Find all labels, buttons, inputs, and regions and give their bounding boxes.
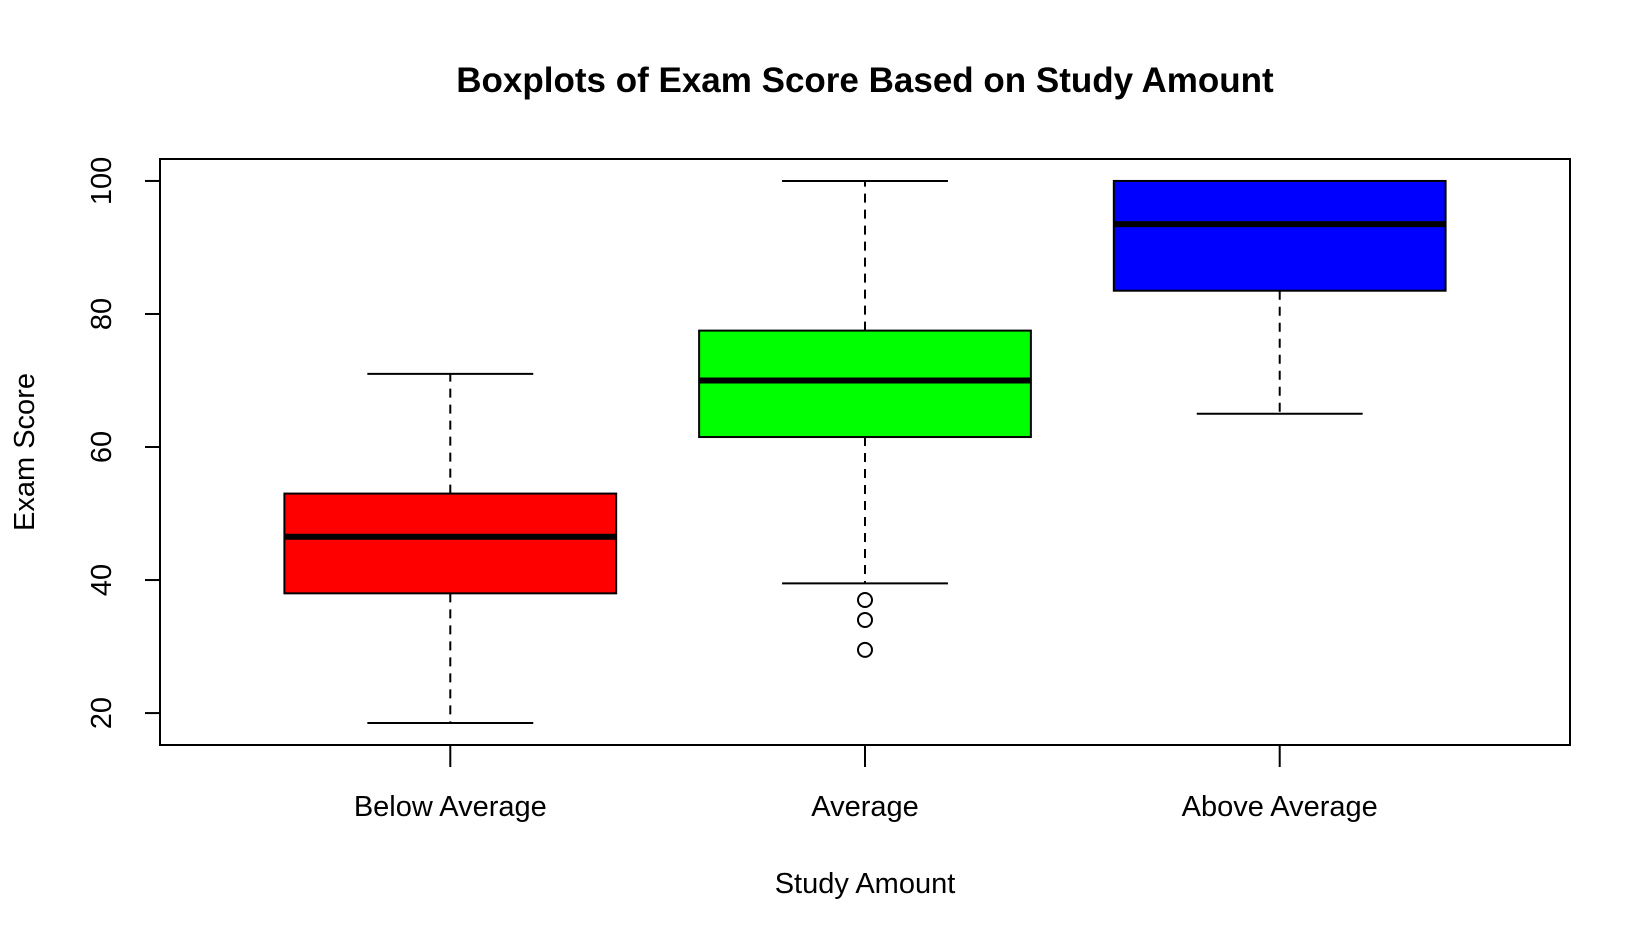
y-tick-label-40: 40: [86, 564, 118, 596]
y-tick-label-20: 20: [86, 697, 118, 729]
outlier-point-average-2: [857, 611, 873, 628]
y-axis: 20 40 60 80 100: [86, 157, 160, 729]
plot-area: [283, 179, 1447, 725]
box-average: [698, 179, 1032, 658]
outlier-point-average-3: [857, 641, 873, 658]
iqr-box-average: [698, 329, 1032, 439]
x-tick-label-above-average: Above Average: [1182, 791, 1378, 823]
y-axis-label: Exam Score: [9, 373, 41, 531]
x-axis: Below Average Average Above Average: [354, 745, 1378, 823]
x-tick-label-below-average: Below Average: [354, 791, 547, 823]
outlier-point-average-1: [857, 591, 873, 608]
y-tick-label-80: 80: [86, 298, 118, 330]
box-below-average: [283, 372, 618, 725]
iqr-box-above-average: [1112, 179, 1447, 292]
iqr-box-below-average: [283, 492, 618, 595]
y-tick-label-100: 100: [86, 157, 118, 205]
y-tick-label-60: 60: [86, 431, 118, 463]
x-tick-label-average: Average: [811, 791, 919, 823]
x-axis-label: Study Amount: [775, 868, 956, 900]
box-above-average: [1112, 179, 1447, 415]
chart-title: Boxplots of Exam Score Based on Study Am…: [456, 61, 1274, 100]
